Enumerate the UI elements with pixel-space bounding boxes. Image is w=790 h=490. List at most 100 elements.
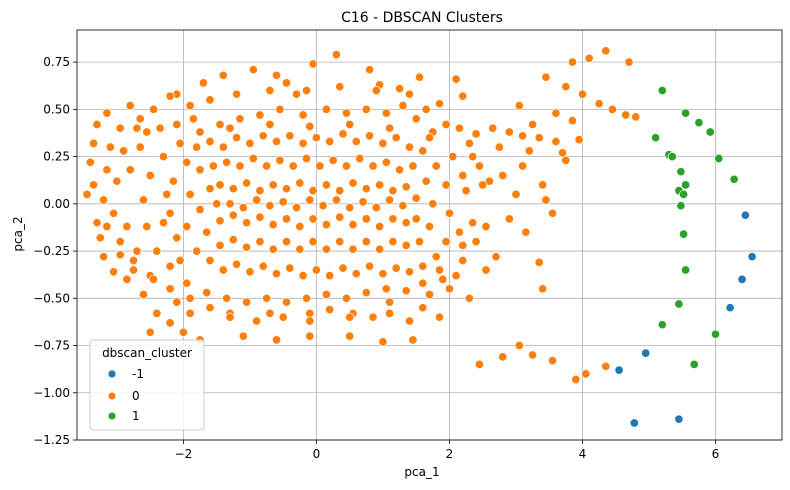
data-point-cluster-1 — [657, 85, 667, 96]
x-tick-label: 6 — [712, 447, 720, 461]
data-point-cluster-noise — [737, 274, 747, 284]
data-point-cluster-0 — [421, 176, 431, 186]
data-point-cluster-0 — [594, 99, 604, 109]
legend-box — [89, 339, 205, 431]
data-point-cluster-0 — [424, 221, 435, 232]
data-point-cluster-0 — [135, 142, 145, 152]
data-point-cluster-0 — [328, 155, 338, 165]
data-point-cluster-0 — [235, 114, 245, 124]
data-point-cluster-0 — [235, 161, 245, 171]
data-point-cluster-0 — [228, 184, 238, 194]
data-point-cluster-0 — [434, 312, 445, 322]
data-point-cluster-0 — [195, 165, 205, 175]
data-point-cluster-0 — [551, 108, 561, 118]
data-point-cluster-0 — [321, 104, 331, 114]
data-point-cluster-0 — [345, 331, 355, 341]
data-point-cluster-0 — [378, 138, 388, 148]
data-point-cluster-0 — [351, 136, 361, 147]
data-point-cluster-0 — [567, 57, 578, 67]
data-point-cluster-0 — [551, 136, 561, 147]
data-point-cluster-1 — [676, 167, 686, 177]
data-point-cluster-0 — [271, 269, 282, 279]
data-point-cluster-0 — [358, 197, 368, 207]
data-point-cluster-1 — [681, 108, 691, 118]
data-point-cluster-0 — [301, 85, 312, 96]
data-point-cluster-1 — [679, 189, 689, 199]
data-point-cluster-0 — [361, 104, 371, 114]
data-point-cluster-0 — [398, 201, 408, 211]
data-point-cluster-0 — [242, 218, 252, 228]
data-point-cluster-0 — [401, 240, 411, 250]
data-point-cluster-0 — [421, 104, 431, 114]
data-point-cluster-0 — [574, 135, 584, 145]
data-point-cluster-0 — [371, 203, 381, 213]
data-point-cluster-0 — [404, 316, 415, 326]
data-point-cluster-0 — [408, 161, 418, 171]
data-point-cluster-0 — [102, 165, 112, 175]
data-point-cluster-0 — [125, 101, 135, 111]
data-point-cluster-0 — [301, 293, 312, 303]
data-point-cluster-0 — [142, 127, 152, 137]
data-point-cluster-0 — [534, 257, 544, 267]
data-point-cluster-0 — [311, 265, 321, 275]
data-point-cluster-0 — [288, 161, 298, 171]
data-point-cluster-0 — [335, 237, 345, 247]
data-point-cluster-0 — [175, 255, 185, 266]
data-point-cluster-0 — [431, 252, 441, 262]
data-point-cluster-0 — [441, 119, 451, 130]
data-point-cluster-0 — [258, 131, 268, 141]
data-point-cluster-0 — [607, 104, 617, 114]
x-tick-label: 2 — [446, 447, 454, 461]
data-point-cluster-0 — [451, 271, 461, 281]
data-point-cluster-0 — [145, 170, 155, 181]
data-point-cluster-0 — [102, 108, 112, 118]
data-point-cluster-0 — [321, 289, 331, 300]
data-point-cluster-0 — [158, 218, 169, 228]
data-point-cluster-0 — [514, 340, 524, 351]
data-point-cluster-0 — [325, 136, 335, 147]
data-point-cluster-0 — [305, 316, 315, 326]
legend-title: dbscan_cluster — [102, 346, 192, 360]
data-point-cluster-0 — [547, 356, 558, 366]
data-point-cluster-0 — [395, 165, 405, 175]
data-point-cluster-0 — [165, 91, 175, 101]
data-point-cluster-0 — [461, 186, 471, 196]
data-point-cluster-0 — [228, 210, 238, 220]
data-point-cluster-0 — [291, 89, 302, 99]
data-point-cluster-0 — [305, 331, 315, 341]
x-tick-label: 0 — [313, 447, 321, 461]
data-point-cluster-0 — [242, 297, 252, 307]
data-point-cluster-0 — [418, 278, 428, 288]
data-point-cluster-0 — [205, 95, 215, 105]
data-point-cluster-0 — [584, 53, 594, 63]
data-point-cluster-0 — [215, 180, 225, 190]
data-point-cluster-0 — [491, 252, 501, 262]
data-point-cluster-0 — [115, 123, 125, 133]
data-point-cluster-0 — [252, 195, 262, 205]
data-point-cluster-0 — [208, 161, 218, 171]
data-point-cluster-0 — [454, 227, 464, 237]
data-point-cluster-0 — [348, 178, 358, 188]
data-point-cluster-0 — [404, 267, 415, 277]
data-point-cluster-0 — [345, 312, 355, 322]
data-point-cluster-0 — [215, 240, 225, 250]
legend-entry: -1 — [107, 367, 144, 381]
data-point-cluster-0 — [205, 136, 215, 147]
data-point-cluster-0 — [375, 180, 385, 190]
data-point-cluster-0 — [172, 233, 182, 243]
y-tick-label: −1.00 — [33, 386, 70, 400]
data-point-cluster-0 — [178, 327, 188, 337]
data-point-cluster-0 — [185, 293, 195, 303]
data-point-cluster-0 — [165, 318, 175, 328]
data-point-cluster-0 — [218, 265, 228, 275]
data-point-cluster-0 — [524, 146, 534, 156]
data-point-cluster-0 — [571, 374, 581, 385]
data-point-cluster-0 — [348, 244, 358, 254]
plot-area-frame — [76, 29, 783, 441]
data-point-cluster-0 — [385, 297, 395, 307]
data-point-cluster-0 — [228, 235, 238, 245]
data-point-cluster-0 — [225, 199, 235, 209]
data-point-cluster-0 — [381, 157, 391, 167]
data-point-cluster-0 — [438, 274, 448, 284]
data-point-cluster-0 — [308, 237, 318, 247]
